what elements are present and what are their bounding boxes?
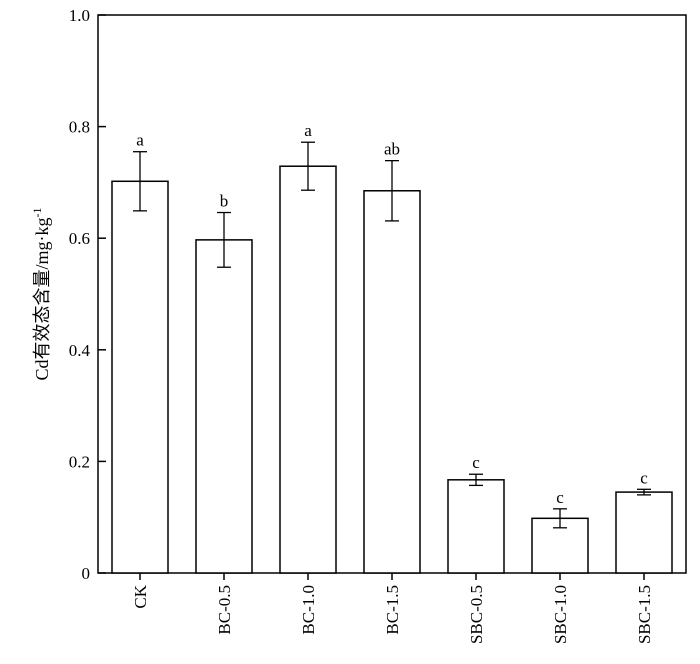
error-bar [553,508,567,529]
x-tick-label: BC-1.0 [299,585,318,635]
bar-sbc-1_5 [615,491,673,574]
y-tick-label: 0.4 [69,341,91,360]
significance-label: a [304,121,312,140]
significance-label: c [640,468,648,487]
x-tick-label: SBC-1.5 [635,585,654,644]
y-axis: 0 0.2 0.4 0.6 0.8 1.0 [69,6,106,583]
x-tick-label: CK [131,584,150,608]
error-bar [133,151,147,212]
y-tick-label: 0.2 [69,452,90,471]
significance-label: c [556,488,564,507]
bar-bc-1_5 [363,190,421,574]
significance-label: b [220,192,229,211]
x-tick-label: SBC-1.0 [551,585,570,644]
significance-label: ab [384,140,400,159]
error-bar [469,473,483,487]
y-tick-label: 0.6 [69,229,90,248]
error-bar [301,141,315,191]
x-tick-label: SBC-0.5 [467,585,486,644]
y-axis-label: Cd有效态含量/mg·kg-1 [30,207,52,380]
error-bar [385,159,399,222]
x-tick-label: BC-1.5 [383,585,402,635]
x-axis: CK BC-0.5 BC-1.0 BC-1.5 SBC-0.5 SBC-1.0 SBC-1.… [131,573,654,644]
bar-ck [111,180,169,574]
bar-bc-0_5 [195,239,253,574]
significance-label: a [136,131,144,150]
bar-sbc-0_5 [447,479,505,574]
error-bar [217,211,231,268]
y-tick-label: 1.0 [69,6,90,25]
y-tick-label: 0.8 [69,118,90,137]
bar-bc-1_0 [279,165,337,574]
error-bar [637,488,651,496]
significance-label: c [472,453,480,472]
x-tick-label: BC-0.5 [215,585,234,635]
y-tick-label: 0 [82,564,91,583]
